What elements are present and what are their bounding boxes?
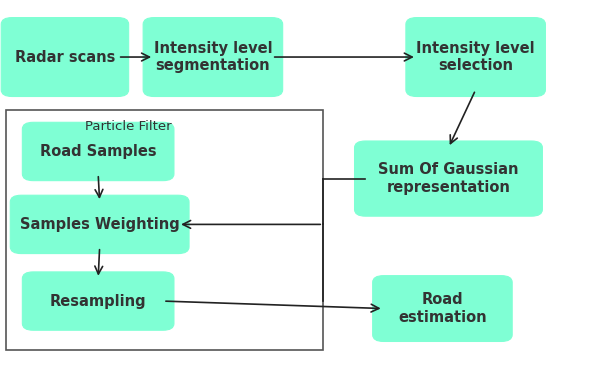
FancyBboxPatch shape bbox=[406, 18, 545, 96]
Text: Road Samples: Road Samples bbox=[40, 144, 156, 159]
Text: Particle Filter: Particle Filter bbox=[85, 120, 172, 133]
Text: Intensity level
selection: Intensity level selection bbox=[416, 41, 535, 73]
FancyBboxPatch shape bbox=[1, 18, 129, 96]
FancyBboxPatch shape bbox=[22, 122, 174, 181]
FancyBboxPatch shape bbox=[355, 141, 542, 216]
Text: Sum Of Gaussian
representation: Sum Of Gaussian representation bbox=[378, 162, 519, 195]
FancyBboxPatch shape bbox=[22, 272, 174, 330]
FancyBboxPatch shape bbox=[143, 18, 283, 96]
FancyBboxPatch shape bbox=[10, 195, 189, 254]
FancyBboxPatch shape bbox=[373, 276, 512, 341]
Text: Samples Weighting: Samples Weighting bbox=[20, 217, 179, 232]
Text: Resampling: Resampling bbox=[50, 294, 146, 309]
Text: Radar scans: Radar scans bbox=[14, 49, 115, 65]
Text: Road
estimation: Road estimation bbox=[398, 292, 487, 325]
Text: Intensity level
segmentation: Intensity level segmentation bbox=[153, 41, 272, 73]
FancyBboxPatch shape bbox=[6, 110, 323, 350]
